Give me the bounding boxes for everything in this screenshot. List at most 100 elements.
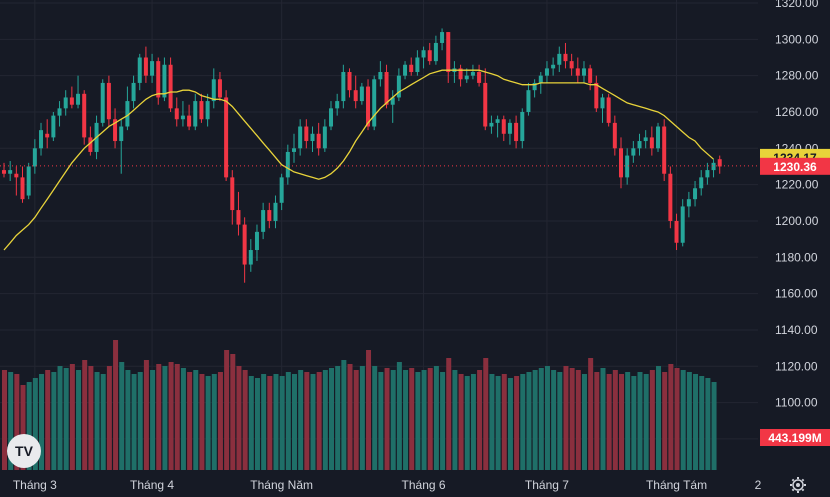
candle[interactable]: [625, 148, 630, 185]
candle[interactable]: [168, 57, 173, 112]
candle[interactable]: [446, 32, 451, 83]
candle[interactable]: [674, 213, 679, 251]
candle[interactable]: [662, 119, 667, 181]
candle[interactable]: [686, 191, 691, 218]
candle[interactable]: [254, 224, 259, 261]
candle[interactable]: [150, 53, 155, 83]
candle[interactable]: [106, 75, 111, 127]
candle[interactable]: [211, 68, 216, 109]
candle[interactable]: [403, 61, 408, 80]
candle[interactable]: [526, 82, 531, 116]
candle[interactable]: [329, 101, 334, 131]
settings-gear-icon[interactable]: [790, 477, 806, 493]
candle[interactable]: [384, 64, 389, 109]
candle[interactable]: [224, 90, 229, 181]
candle[interactable]: [14, 166, 19, 196]
candle[interactable]: [291, 133, 296, 163]
candle[interactable]: [520, 108, 525, 149]
candle[interactable]: [32, 139, 37, 174]
candle[interactable]: [236, 191, 241, 236]
candle[interactable]: [544, 61, 549, 83]
candle[interactable]: [2, 162, 6, 178]
candle[interactable]: [699, 170, 704, 196]
candle[interactable]: [63, 90, 68, 116]
candle[interactable]: [507, 119, 512, 145]
candle[interactable]: [427, 42, 432, 65]
candle[interactable]: [248, 239, 253, 272]
candle[interactable]: [409, 57, 414, 76]
candle[interactable]: [88, 126, 93, 156]
candle[interactable]: [8, 161, 13, 181]
candle[interactable]: [680, 199, 685, 247]
candle[interactable]: [335, 93, 340, 116]
candle[interactable]: [353, 75, 358, 109]
candle[interactable]: [217, 72, 222, 102]
candle[interactable]: [113, 108, 118, 149]
candle[interactable]: [230, 170, 235, 225]
candle[interactable]: [57, 101, 62, 127]
candle[interactable]: [470, 64, 475, 80]
candle[interactable]: [76, 75, 81, 109]
candle[interactable]: [180, 101, 185, 127]
candle[interactable]: [514, 115, 519, 149]
candle[interactable]: [193, 93, 198, 131]
candle[interactable]: [612, 115, 617, 156]
candle[interactable]: [483, 68, 488, 131]
candle[interactable]: [199, 93, 204, 123]
candle[interactable]: [619, 137, 623, 189]
candle[interactable]: [489, 115, 494, 134]
candle[interactable]: [594, 75, 599, 112]
candle[interactable]: [557, 46, 562, 73]
candle[interactable]: [341, 64, 346, 109]
candle[interactable]: [575, 57, 580, 83]
candle[interactable]: [273, 195, 278, 229]
candle[interactable]: [631, 141, 636, 163]
candle[interactable]: [285, 144, 290, 185]
candle[interactable]: [581, 61, 586, 83]
candle[interactable]: [359, 82, 364, 105]
candle[interactable]: [477, 64, 482, 87]
candle[interactable]: [563, 42, 568, 69]
candle[interactable]: [668, 166, 673, 229]
candle[interactable]: [588, 64, 593, 91]
candle[interactable]: [421, 46, 426, 69]
candle[interactable]: [551, 57, 556, 76]
candle[interactable]: [495, 115, 500, 138]
candle[interactable]: [267, 202, 272, 229]
tradingview-logo[interactable]: TV: [7, 434, 41, 468]
candle[interactable]: [693, 181, 698, 207]
candle[interactable]: [440, 28, 445, 51]
candle[interactable]: [39, 122, 44, 156]
candle[interactable]: [143, 46, 148, 83]
candle[interactable]: [45, 119, 50, 149]
time-axis[interactable]: Tháng 3 Tháng 4 Tháng Năm Tháng 6 Tháng 7 Thá…: [13, 478, 762, 492]
candle[interactable]: [717, 155, 722, 174]
candles[interactable]: [2, 28, 722, 283]
candle[interactable]: [100, 79, 105, 127]
candle[interactable]: [705, 162, 710, 185]
candle[interactable]: [433, 35, 438, 65]
candle[interactable]: [20, 166, 25, 203]
candle[interactable]: [261, 202, 266, 240]
candle[interactable]: [137, 53, 142, 91]
candle[interactable]: [372, 75, 377, 131]
candle[interactable]: [242, 217, 247, 283]
candle[interactable]: [396, 68, 401, 102]
candle[interactable]: [606, 93, 611, 127]
candle[interactable]: [649, 126, 654, 156]
candle[interactable]: [501, 115, 506, 142]
candle[interactable]: [125, 86, 130, 131]
candle[interactable]: [205, 93, 210, 127]
candle[interactable]: [82, 90, 87, 145]
candle[interactable]: [637, 133, 642, 156]
candle[interactable]: [600, 93, 605, 123]
candle[interactable]: [643, 130, 648, 149]
candle[interactable]: [174, 97, 179, 127]
candle[interactable]: [532, 79, 537, 98]
candle[interactable]: [347, 68, 352, 98]
candle[interactable]: [415, 50, 420, 76]
candle[interactable]: [366, 79, 371, 131]
candle[interactable]: [51, 111, 56, 142]
candle[interactable]: [26, 162, 31, 200]
